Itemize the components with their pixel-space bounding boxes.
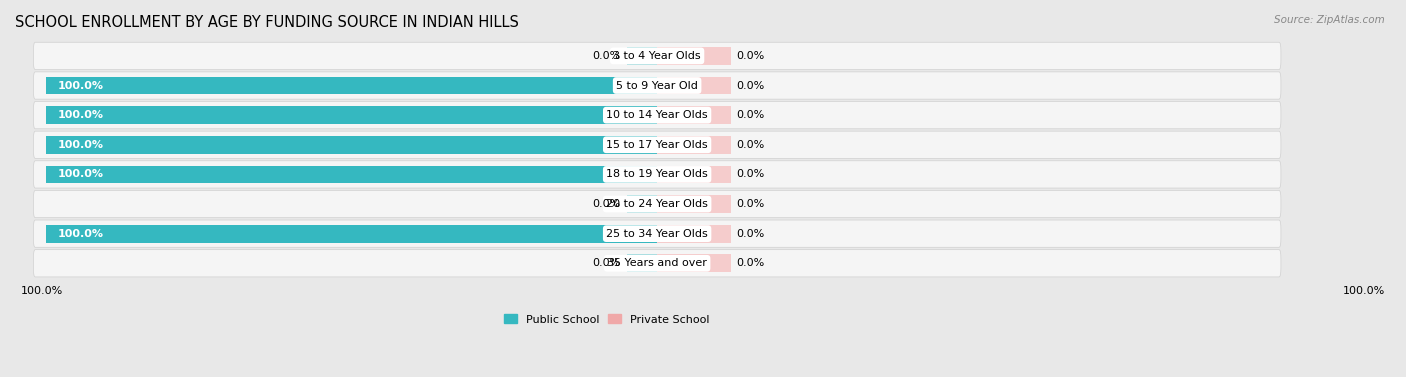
Bar bbox=[45, 77, 657, 94]
Text: 100.0%: 100.0% bbox=[1343, 285, 1385, 296]
Text: 0.0%: 0.0% bbox=[737, 51, 765, 61]
FancyBboxPatch shape bbox=[34, 131, 1281, 158]
Bar bbox=[657, 136, 731, 154]
Bar bbox=[657, 106, 731, 124]
FancyBboxPatch shape bbox=[34, 42, 1281, 69]
Text: 20 to 24 Year Olds: 20 to 24 Year Olds bbox=[606, 199, 709, 209]
FancyBboxPatch shape bbox=[34, 220, 1281, 247]
Text: 0.0%: 0.0% bbox=[737, 140, 765, 150]
Bar bbox=[657, 166, 731, 183]
FancyBboxPatch shape bbox=[34, 161, 1281, 188]
Bar bbox=[657, 195, 731, 213]
Text: 100.0%: 100.0% bbox=[58, 81, 104, 90]
Bar bbox=[627, 195, 657, 213]
Text: 0.0%: 0.0% bbox=[592, 258, 620, 268]
FancyBboxPatch shape bbox=[34, 190, 1281, 218]
FancyBboxPatch shape bbox=[34, 72, 1281, 99]
Text: 0.0%: 0.0% bbox=[737, 199, 765, 209]
Text: SCHOOL ENROLLMENT BY AGE BY FUNDING SOURCE IN INDIAN HILLS: SCHOOL ENROLLMENT BY AGE BY FUNDING SOUR… bbox=[15, 15, 519, 30]
Text: 18 to 19 Year Olds: 18 to 19 Year Olds bbox=[606, 169, 709, 179]
Text: 100.0%: 100.0% bbox=[58, 140, 104, 150]
FancyBboxPatch shape bbox=[34, 101, 1281, 129]
Text: 25 to 34 Year Olds: 25 to 34 Year Olds bbox=[606, 229, 709, 239]
FancyBboxPatch shape bbox=[34, 250, 1281, 277]
Text: Source: ZipAtlas.com: Source: ZipAtlas.com bbox=[1274, 15, 1385, 25]
Text: 0.0%: 0.0% bbox=[592, 51, 620, 61]
Text: 0.0%: 0.0% bbox=[737, 81, 765, 90]
Text: 100.0%: 100.0% bbox=[21, 285, 63, 296]
Bar bbox=[657, 225, 731, 242]
Text: 10 to 14 Year Olds: 10 to 14 Year Olds bbox=[606, 110, 709, 120]
Bar bbox=[657, 77, 731, 94]
Text: 35 Years and over: 35 Years and over bbox=[607, 258, 707, 268]
Bar bbox=[45, 166, 657, 183]
Text: 0.0%: 0.0% bbox=[737, 110, 765, 120]
Text: 100.0%: 100.0% bbox=[58, 169, 104, 179]
Text: 0.0%: 0.0% bbox=[592, 199, 620, 209]
Text: 0.0%: 0.0% bbox=[737, 229, 765, 239]
Bar bbox=[657, 47, 731, 65]
Bar bbox=[45, 136, 657, 154]
Bar bbox=[45, 225, 657, 242]
Bar bbox=[45, 106, 657, 124]
Text: 3 to 4 Year Olds: 3 to 4 Year Olds bbox=[613, 51, 702, 61]
Text: 100.0%: 100.0% bbox=[58, 110, 104, 120]
Text: 0.0%: 0.0% bbox=[737, 169, 765, 179]
Text: 0.0%: 0.0% bbox=[737, 258, 765, 268]
Text: 5 to 9 Year Old: 5 to 9 Year Old bbox=[616, 81, 697, 90]
Bar bbox=[657, 254, 731, 272]
Bar bbox=[627, 254, 657, 272]
Text: 100.0%: 100.0% bbox=[58, 229, 104, 239]
Legend: Public School, Private School: Public School, Private School bbox=[499, 310, 714, 329]
Bar bbox=[627, 47, 657, 65]
Text: 15 to 17 Year Olds: 15 to 17 Year Olds bbox=[606, 140, 709, 150]
